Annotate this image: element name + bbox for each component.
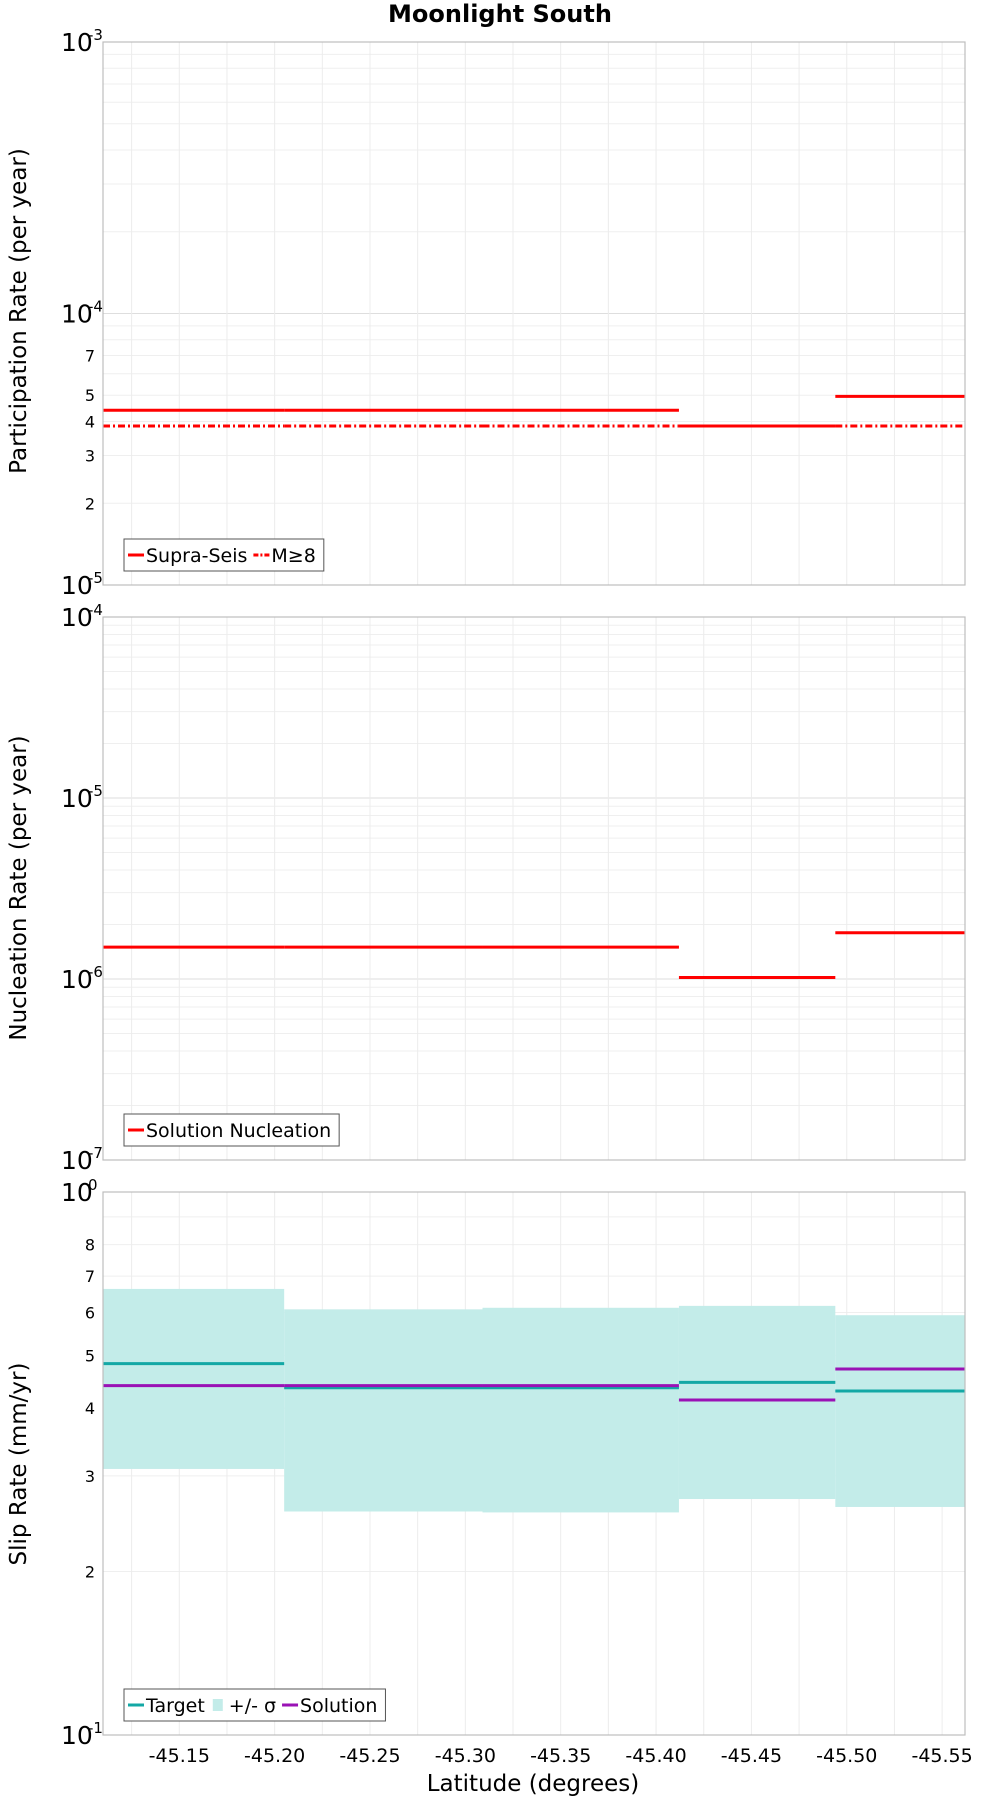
chart-title: Moonlight South [388,0,612,28]
y-tick-minor-label: 4 [85,413,95,432]
y-tick-label: 10 [61,300,93,329]
y-tick-base: 10 [61,571,93,600]
legend-box [123,538,325,572]
y-tick-minor-label: 3 [85,1467,95,1486]
y-tick-exponent: -4 [88,298,103,316]
legend-box [123,1113,340,1147]
y-tick-exponent: -7 [88,1144,103,1162]
y-tick-exponent: -1 [88,1719,103,1737]
panel-nucleation: Nucleation Rate (per year) 10-710-610-51… [6,601,966,1175]
y-tick-label: 10 [61,603,93,632]
x-tick-label: -45.40 [625,1745,686,1767]
y-tick-minor-label: 2 [85,1563,95,1582]
sigma-band-segment [103,1288,285,1469]
y-tick-minor-label: 2 [85,494,95,513]
y-tick-minor-label: 8 [85,1236,95,1255]
y-tick-label: 10 [61,571,93,600]
sigma-band-segment [482,1307,679,1513]
y-tick-exponent: -6 [88,963,103,981]
plot-frame [102,41,966,586]
legend-label: +/- σ [229,1695,276,1717]
x-tick-label: -45.30 [435,1745,496,1767]
y-tick-exponent: -4 [88,601,103,619]
y-tick-base: 10 [61,300,93,329]
y-axis-label-participation: Participation Rate (per year) [6,148,32,474]
plot-area [103,617,965,1160]
x-tick-label: -45.15 [149,1745,210,1767]
y-tick-minor-label: 3 [85,446,95,465]
legend-swatch [212,1699,223,1711]
x-tick-label: -45.45 [721,1745,782,1767]
sigma-band-segment [678,1305,836,1500]
plot-frame [102,1191,966,1736]
x-tick-label: -45.20 [244,1745,305,1767]
y-tick-minor-label: 4 [85,1399,95,1418]
sigma-band-segment [284,1309,483,1512]
y-tick-base: 10 [61,28,93,57]
x-tick-label: -45.55 [911,1745,972,1767]
legend-label: M≥8 [271,545,315,567]
y-tick-base: 10 [61,603,93,632]
y-tick-label: 10 [61,965,93,994]
x-axis-label: Latitude (degrees) [427,1771,640,1797]
legend-label: Solution [300,1695,377,1717]
legend: Target +/- σ Solution [123,1688,386,1722]
y-tick-base: 10 [61,965,93,994]
plot-frame [102,616,966,1161]
y-tick-label: 10 [61,1146,93,1175]
legend-label: Solution Nucleation [146,1120,331,1142]
y-tick-exponent: -3 [88,26,103,44]
y-tick-minor-label: 6 [85,1303,95,1322]
y-tick-minor-label: 7 [85,347,95,366]
y-axis-label-nucleation: Nucleation Rate (per year) [6,735,32,1040]
panel-participation: Participation Rate (per year) 10-510-410… [6,26,966,600]
legend-box [123,1688,386,1722]
y-tick-base: 10 [61,1178,93,1207]
y-tick-base: 10 [61,1146,93,1175]
legend-label: Supra-Seis [146,545,247,567]
legend: Supra-Seis M≥8 [123,538,325,572]
y-tick-exponent: -5 [88,782,103,800]
legend: Solution Nucleation [123,1113,340,1147]
sigma-band-segment [835,1315,965,1507]
y-tick-label: 10 [61,784,93,813]
x-tick-label: -45.35 [530,1745,591,1767]
x-tick-label: -45.50 [816,1745,877,1767]
y-tick-minor-label: 5 [85,1346,95,1365]
y-tick-label: 10 [61,28,93,57]
y-tick-exponent: 0 [88,1176,98,1194]
x-axis-ticks: -45.15 -45.20 -45.25 -45.30 -45.35 -45.40 -45.… [149,1745,973,1767]
y-tick-base: 10 [61,1721,93,1750]
y-tick-exponent: -5 [88,569,103,587]
y-tick-label: 10 [61,1721,93,1750]
y-tick-label: 10 [61,1178,93,1207]
y-axis-label-slip-rate: Slip Rate (mm/yr) [6,1363,32,1566]
y-tick-minor-label: 7 [85,1267,95,1286]
y-tick-minor-label: 5 [85,386,95,405]
legend-label: Target [145,1695,205,1717]
x-tick-label: -45.25 [339,1745,400,1767]
y-tick-base: 10 [61,784,93,813]
